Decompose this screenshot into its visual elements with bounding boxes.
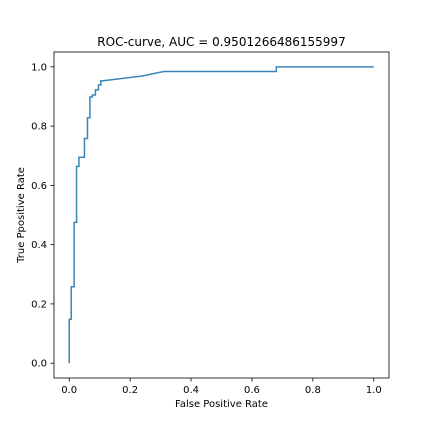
y-tick-label: 0.0 (31, 359, 47, 370)
x-tick-label: 0.6 (244, 385, 260, 396)
x-tick-label: 0.2 (122, 385, 138, 396)
y-tick-label: 0.8 (31, 122, 47, 133)
axis-ticks: 0.0 0.2 0.4 0.6 0.8 1.0 0.0 0.2 0.4 0.6 0.8 1.0 (31, 62, 382, 396)
x-tick-label: 0.8 (305, 385, 321, 396)
plot-frame (53, 51, 390, 379)
roc-curve-line (68, 66, 374, 364)
y-tick-label: 0.2 (31, 299, 47, 310)
x-tick-label: 1.0 (366, 385, 382, 396)
y-tick-label: 1.0 (31, 62, 47, 73)
x-axis-label: False Positive Rate (175, 399, 268, 410)
y-tick-label: 0.4 (31, 240, 47, 251)
chart-title: ROC-curve, AUC = 0.9501266486155997 (97, 35, 345, 49)
y-tick-label: 0.6 (31, 181, 47, 192)
x-tick-label: 0.0 (61, 385, 77, 396)
x-tick-label: 0.4 (183, 385, 199, 396)
y-axis-label: True Ppositive Rate (16, 167, 27, 264)
